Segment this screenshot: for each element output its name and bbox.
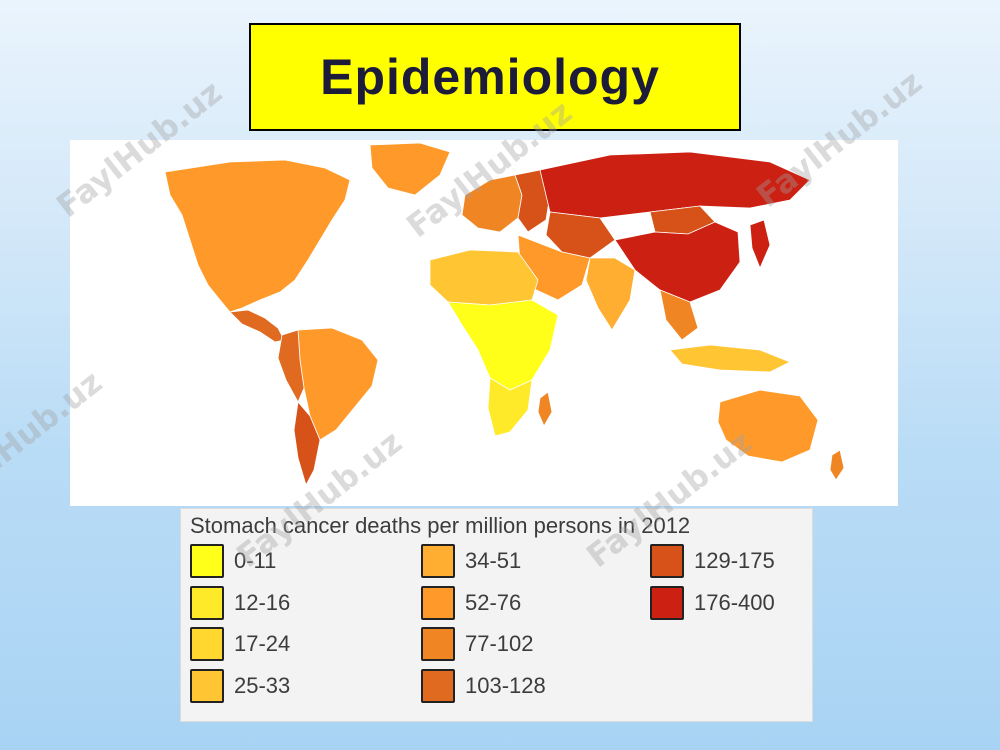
world-map-panel — [70, 140, 898, 506]
legend-swatch — [421, 586, 455, 620]
region-japan-korea — [749, 219, 771, 270]
region-indonesia — [669, 344, 791, 373]
legend-swatch — [650, 544, 684, 578]
region-china — [614, 221, 741, 303]
region-southern-africa — [487, 377, 533, 437]
region-central-america — [229, 309, 285, 343]
legend-swatch — [421, 669, 455, 703]
legend-item: 52-76 — [421, 586, 521, 620]
region-new-zealand — [829, 449, 845, 481]
legend-swatch — [650, 586, 684, 620]
legend-swatch — [190, 627, 224, 661]
region-south-america-west — [277, 329, 305, 403]
region-australia — [717, 389, 819, 463]
region-madagascar — [537, 391, 553, 427]
region-western-europe — [461, 174, 523, 233]
region-chile — [293, 401, 321, 487]
legend-label: 17-24 — [234, 631, 291, 656]
region-north-africa — [429, 249, 539, 306]
slide-title: Epidemiology — [320, 49, 660, 105]
legend-label: 52-76 — [465, 590, 522, 615]
legend-swatch — [190, 586, 224, 620]
legend-label: 176-400 — [694, 590, 775, 615]
legend-label: 34-51 — [465, 548, 522, 573]
legend-item: 25-33 — [190, 669, 290, 703]
legend-label: 103-128 — [465, 673, 546, 698]
legend-title: Stomach cancer deaths per million person… — [190, 513, 691, 538]
legend-item: 77-102 — [421, 627, 534, 661]
legend-item: 129-175 — [650, 544, 775, 578]
map-legend: Stomach cancer deaths per million person… — [180, 508, 813, 722]
legend-item: 34-51 — [421, 544, 521, 578]
legend-item: 17-24 — [190, 627, 290, 661]
region-greenland — [369, 142, 451, 196]
legend-label: 77-102 — [465, 631, 534, 656]
legend-label: 25-33 — [234, 673, 291, 698]
title-banner: Epidemiology — [249, 23, 741, 131]
legend-swatch — [421, 544, 455, 578]
region-russia — [539, 151, 811, 219]
legend-swatch — [190, 669, 224, 703]
legend-item: 0-11 — [190, 544, 276, 578]
legend-swatch — [421, 627, 455, 661]
legend-swatch — [190, 544, 224, 578]
region-sub-saharan-africa — [447, 299, 559, 391]
region-north-america — [164, 159, 351, 313]
region-india — [585, 257, 636, 331]
region-southeast-asia — [659, 289, 699, 341]
legend-item: 176-400 — [650, 586, 775, 620]
legend-label: 12-16 — [234, 590, 291, 615]
world-choropleth-map — [164, 142, 845, 487]
legend-item: 12-16 — [190, 586, 290, 620]
legend-item: 103-128 — [421, 669, 546, 703]
legend-label: 129-175 — [694, 548, 775, 573]
legend-label: 0-11 — [234, 548, 277, 573]
